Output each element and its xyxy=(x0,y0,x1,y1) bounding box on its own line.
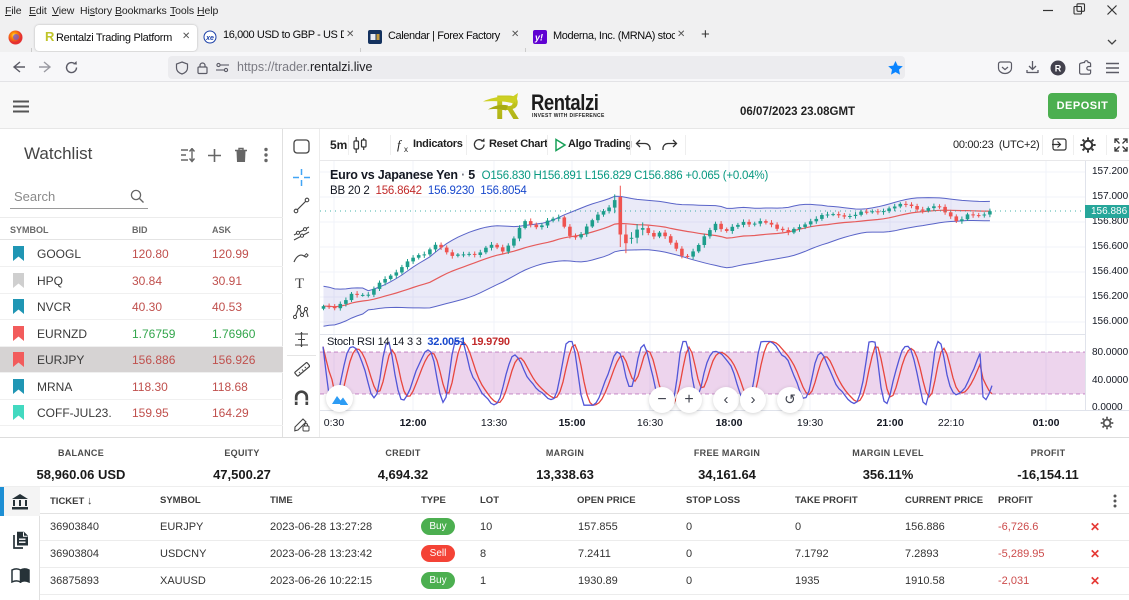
svg-text:x: x xyxy=(404,145,408,153)
svg-text:R: R xyxy=(1055,64,1062,74)
svg-text:y!: y! xyxy=(534,33,543,43)
svg-text:xe: xe xyxy=(205,35,214,42)
svg-text:f: f xyxy=(397,137,403,152)
